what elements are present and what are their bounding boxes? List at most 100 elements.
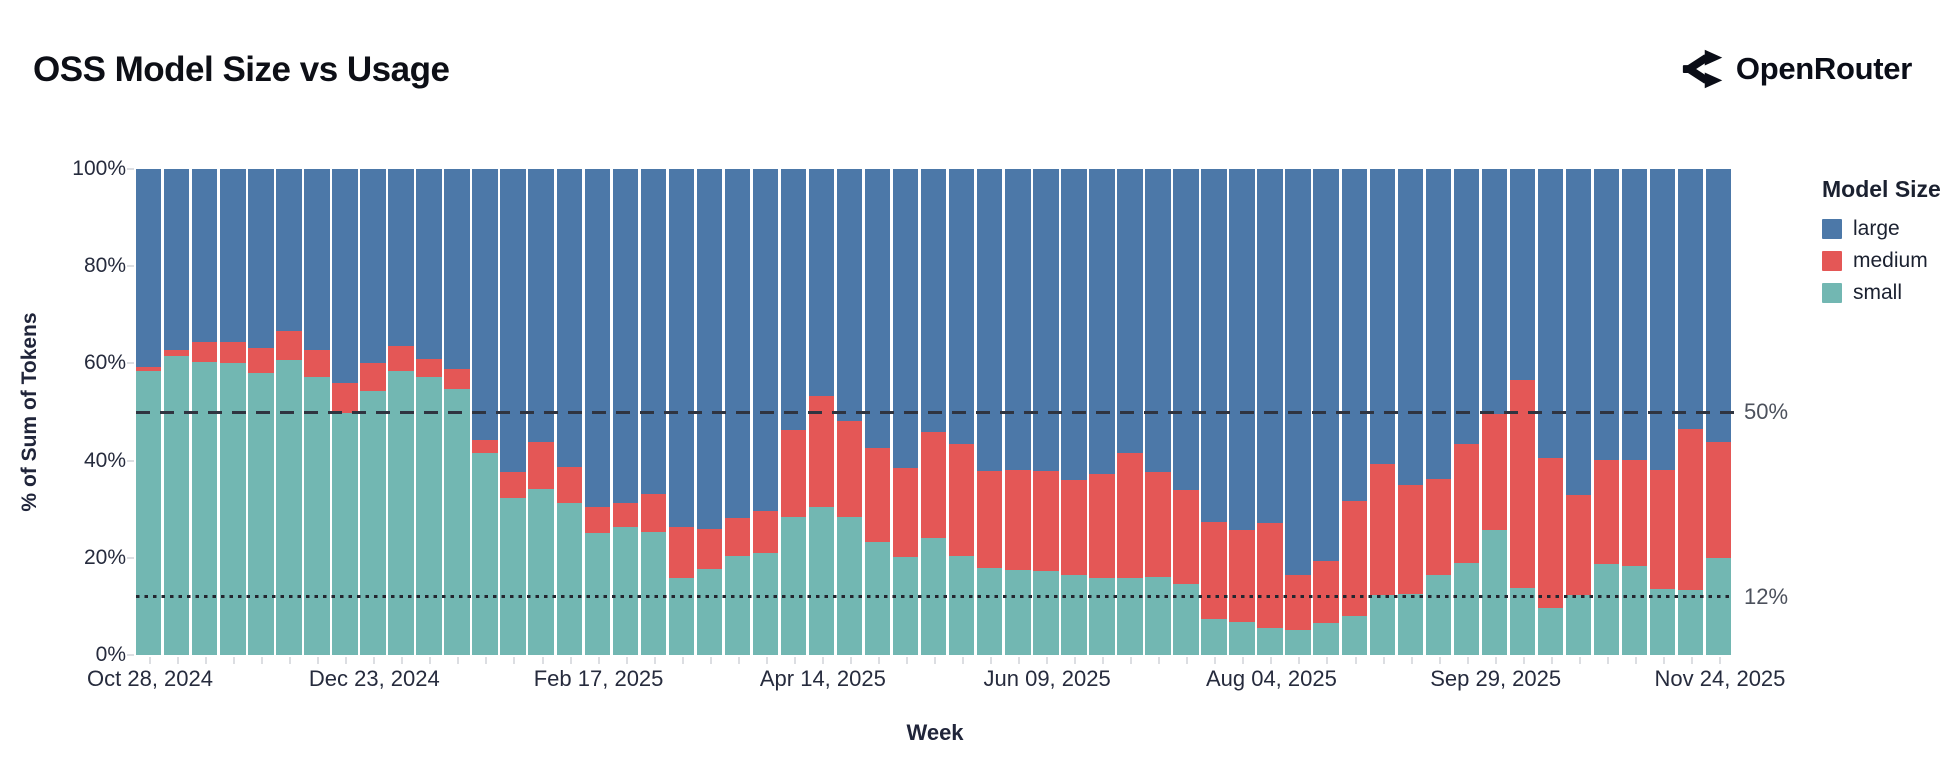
bar-week-oct-06-2025[interactable] xyxy=(1509,169,1536,655)
bar-segment-large[interactable] xyxy=(1677,169,1704,430)
bar-segment-medium[interactable] xyxy=(556,466,582,504)
bar-segment-medium[interactable] xyxy=(1565,495,1592,596)
bar-week-mar-03-2025[interactable] xyxy=(640,169,667,655)
bar-week-feb-17-2025[interactable] xyxy=(584,169,610,655)
bar-segment-large[interactable] xyxy=(304,169,330,350)
bar-week-feb-24-2025[interactable] xyxy=(612,169,639,655)
bar-week-may-26-2025[interactable] xyxy=(977,169,1003,655)
bar-week-sep-01-2025[interactable] xyxy=(1369,169,1395,655)
bar-segment-small[interactable] xyxy=(1145,576,1171,655)
bar-segment-small[interactable] xyxy=(1313,623,1339,655)
bar-segment-small[interactable] xyxy=(724,556,751,655)
bar-segment-small[interactable] xyxy=(304,376,330,655)
bar-segment-small[interactable] xyxy=(360,390,386,655)
bar-segment-medium[interactable] xyxy=(304,349,330,377)
bar-week-may-05-2025[interactable] xyxy=(892,169,919,655)
bar-segment-large[interactable] xyxy=(920,169,947,432)
bar-segment-large[interactable] xyxy=(836,169,863,422)
bar-segment-medium[interactable] xyxy=(1425,478,1452,576)
bar-week-feb-10-2025[interactable] xyxy=(556,169,582,655)
bar-segment-medium[interactable] xyxy=(164,350,190,356)
bar-segment-medium[interactable] xyxy=(1621,460,1648,567)
bar-segment-medium[interactable] xyxy=(668,526,695,579)
bar-week-oct-20-2025[interactable] xyxy=(1565,169,1592,655)
bar-segment-small[interactable] xyxy=(1061,575,1087,655)
bar-segment-medium[interactable] xyxy=(1257,523,1283,629)
bar-week-oct-13-2025[interactable] xyxy=(1537,169,1564,655)
bar-segment-large[interactable] xyxy=(752,169,779,512)
bar-segment-large[interactable] xyxy=(192,169,218,343)
bar-segment-medium[interactable] xyxy=(1677,429,1704,590)
bar-segment-small[interactable] xyxy=(528,488,554,655)
bar-segment-small[interactable] xyxy=(584,533,610,655)
bar-segment-large[interactable] xyxy=(1341,169,1367,502)
bar-segment-large[interactable] xyxy=(276,169,302,332)
bar-segment-small[interactable] xyxy=(136,370,162,655)
bar-segment-large[interactable] xyxy=(949,169,975,444)
bar-segment-medium[interactable] xyxy=(220,341,246,364)
bar-segment-large[interactable] xyxy=(1425,169,1452,479)
bar-week-jan-20-2025[interactable] xyxy=(472,169,498,655)
bar-week-jul-28-2025[interactable] xyxy=(1229,169,1255,655)
bar-segment-large[interactable] xyxy=(136,169,162,368)
bar-segment-small[interactable] xyxy=(1089,578,1115,655)
bar-week-jun-23-2025[interactable] xyxy=(1089,169,1115,655)
bar-segment-small[interactable] xyxy=(332,412,358,655)
bar-week-nov-24-2025[interactable] xyxy=(1705,169,1732,655)
bar-week-apr-14-2025[interactable] xyxy=(808,169,835,655)
bar-segment-medium[interactable] xyxy=(1649,469,1676,590)
bar-week-mar-24-2025[interactable] xyxy=(724,169,751,655)
bar-segment-large[interactable] xyxy=(1397,169,1423,486)
bar-segment-large[interactable] xyxy=(1537,169,1564,459)
bar-segment-large[interactable] xyxy=(1005,169,1031,470)
bar-week-jun-16-2025[interactable] xyxy=(1061,169,1087,655)
bar-segment-medium[interactable] xyxy=(1033,470,1059,571)
bar-segment-medium[interactable] xyxy=(584,506,610,534)
bar-week-oct-27-2025[interactable] xyxy=(1593,169,1620,655)
bar-segment-medium[interactable] xyxy=(248,347,274,374)
bar-segment-large[interactable] xyxy=(1621,169,1648,461)
bar-segment-large[interactable] xyxy=(1061,169,1087,480)
bar-segment-large[interactable] xyxy=(1117,169,1143,453)
bar-segment-large[interactable] xyxy=(164,169,190,351)
bar-segment-large[interactable] xyxy=(1145,169,1171,473)
bar-segment-medium[interactable] xyxy=(388,346,414,371)
bar-segment-medium[interactable] xyxy=(1537,458,1564,608)
bar-segment-small[interactable] xyxy=(1565,595,1592,655)
bar-week-nov-10-2025[interactable] xyxy=(1649,169,1676,655)
bar-segment-medium[interactable] xyxy=(1453,443,1480,563)
bar-segment-medium[interactable] xyxy=(1313,561,1339,624)
bar-segment-large[interactable] xyxy=(724,169,751,519)
bar-week-jan-13-2025[interactable] xyxy=(444,169,470,655)
bar-week-nov-17-2025[interactable] xyxy=(1677,169,1704,655)
bar-week-aug-18-2025[interactable] xyxy=(1313,169,1339,655)
bar-segment-large[interactable] xyxy=(472,169,498,441)
bar-segment-large[interactable] xyxy=(528,169,554,443)
bar-segment-medium[interactable] xyxy=(1089,473,1115,579)
bar-week-jul-07-2025[interactable] xyxy=(1145,169,1171,655)
bar-segment-small[interactable] xyxy=(1677,589,1704,655)
bar-segment-small[interactable] xyxy=(864,541,891,655)
bar-segment-medium[interactable] xyxy=(1145,472,1171,577)
bar-segment-small[interactable] xyxy=(388,370,414,655)
bar-segment-medium[interactable] xyxy=(1705,442,1732,559)
bar-segment-medium[interactable] xyxy=(780,430,807,517)
bar-segment-large[interactable] xyxy=(416,169,442,360)
bar-segment-medium[interactable] xyxy=(444,368,470,389)
bar-week-apr-07-2025[interactable] xyxy=(780,169,807,655)
bar-segment-medium[interactable] xyxy=(1005,469,1031,570)
bar-segment-medium[interactable] xyxy=(696,528,723,570)
bar-segment-small[interactable] xyxy=(1649,589,1676,655)
bar-week-may-19-2025[interactable] xyxy=(949,169,975,655)
bar-segment-small[interactable] xyxy=(977,568,1003,655)
bar-segment-large[interactable] xyxy=(612,169,639,504)
bar-segment-small[interactable] xyxy=(1593,563,1620,655)
bar-segment-medium[interactable] xyxy=(1285,575,1311,631)
bar-segment-medium[interactable] xyxy=(472,440,498,453)
bar-week-dec-30-2024[interactable] xyxy=(388,169,414,655)
bar-week-jul-21-2025[interactable] xyxy=(1201,169,1227,655)
bar-segment-large[interactable] xyxy=(444,169,470,369)
bar-segment-large[interactable] xyxy=(1033,169,1059,471)
bar-segment-medium[interactable] xyxy=(192,342,218,362)
bar-segment-medium[interactable] xyxy=(1229,530,1255,622)
